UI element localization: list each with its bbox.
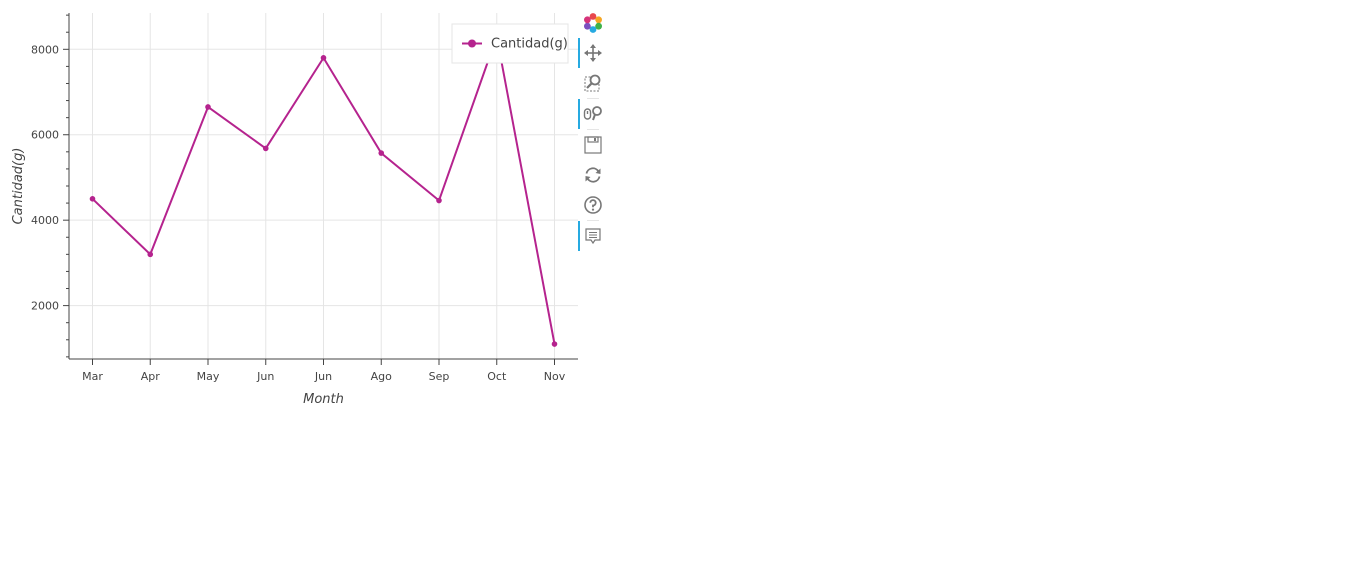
wheel-zoom-icon xyxy=(583,106,602,121)
toolbar xyxy=(578,8,608,251)
x-tick-label: Sep xyxy=(429,370,450,383)
bokeh-logo[interactable] xyxy=(578,8,608,38)
x-tick-label: Jun xyxy=(314,370,332,383)
x-tick-label: Apr xyxy=(141,370,161,383)
legend-label: Cantidad(g) xyxy=(491,37,568,52)
bokeh-logo-icon xyxy=(584,13,602,33)
help-tool[interactable] xyxy=(578,190,608,220)
x-tick-label: Nov xyxy=(544,370,566,383)
x-tick-label: Mar xyxy=(82,370,103,383)
help-icon xyxy=(584,196,602,214)
data-point xyxy=(262,145,269,152)
toolbar-separator xyxy=(587,220,599,221)
x-tick-label: Oct xyxy=(487,370,507,383)
y-tick-label: 2000 xyxy=(31,300,59,313)
x-axis-title: Month xyxy=(303,392,344,407)
legend[interactable]: Cantidad(g) xyxy=(451,23,569,64)
save-tool[interactable] xyxy=(578,130,608,160)
data-point xyxy=(205,104,211,110)
box-zoom-icon xyxy=(584,74,601,92)
pan-icon xyxy=(584,44,602,62)
data-point xyxy=(378,150,385,156)
reset-tool[interactable] xyxy=(578,160,608,190)
line-chart: Mar Apr May Jun Jun Ago Sep Oct Nov 2000 4000 6000 8… xyxy=(11,13,578,407)
data-point xyxy=(320,55,327,61)
legend-marker-swatch xyxy=(468,39,476,48)
axes: Mar Apr May Jun Jun Ago Sep Oct Nov 2000 4000 6000 8… xyxy=(31,13,578,383)
wheel-zoom-tool[interactable] xyxy=(578,99,608,129)
y-tick-label: 4000 xyxy=(31,214,59,227)
hover-tool[interactable] xyxy=(578,221,608,251)
y-tick-label: 8000 xyxy=(31,43,59,56)
y-axis-title: Cantidad(g) xyxy=(11,148,26,225)
x-tick-label: Jun xyxy=(256,370,274,383)
x-tick-label: May xyxy=(197,370,220,383)
box-zoom-tool[interactable] xyxy=(578,68,608,98)
data-point xyxy=(551,341,558,347)
grid-lines xyxy=(69,13,578,359)
toolbar-separator xyxy=(587,129,599,130)
data-point xyxy=(147,251,154,258)
hover-icon xyxy=(585,228,601,245)
reset-icon xyxy=(585,167,601,183)
data-point xyxy=(89,196,96,202)
pan-tool[interactable] xyxy=(578,38,608,68)
toolbar-separator xyxy=(587,98,599,99)
save-icon xyxy=(584,136,602,154)
y-tick-label: 6000 xyxy=(31,129,59,142)
x-tick-label: Ago xyxy=(371,370,393,383)
data-point xyxy=(436,197,442,204)
